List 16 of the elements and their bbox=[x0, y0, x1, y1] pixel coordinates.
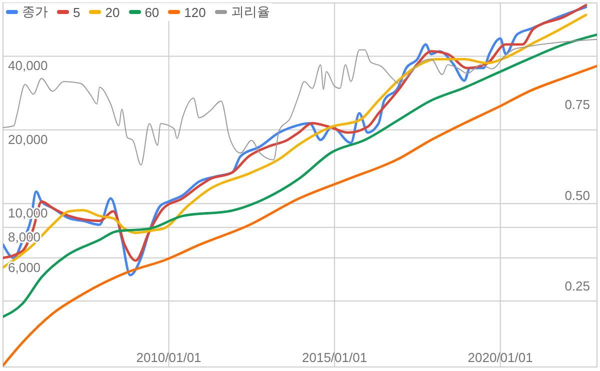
legend-label: 60 bbox=[144, 4, 160, 20]
x-tick-label: 2020/01/01 bbox=[468, 350, 533, 365]
legend-label: 120 bbox=[184, 4, 206, 20]
x-tick-label: 2015/01/01 bbox=[302, 350, 368, 365]
y2-tick-label: 0.50 bbox=[564, 188, 590, 203]
y-tick-label: 20,000 bbox=[8, 132, 48, 147]
legend-label: 괴리율 bbox=[230, 3, 270, 21]
y2-tick-label: 0.25 bbox=[564, 278, 590, 294]
legend-label: 20 bbox=[105, 4, 120, 20]
legend-label: 종가 bbox=[22, 3, 48, 21]
legend-label: 5 bbox=[73, 4, 80, 20]
y-tick-label: 40,000 bbox=[8, 58, 48, 74]
y2-tick-label: 0.75 bbox=[564, 96, 590, 112]
x-tick-label: 2010/01/01 bbox=[136, 350, 202, 365]
line-series bbox=[3, 38, 597, 166]
y-tick-label: 6,000 bbox=[8, 260, 41, 275]
